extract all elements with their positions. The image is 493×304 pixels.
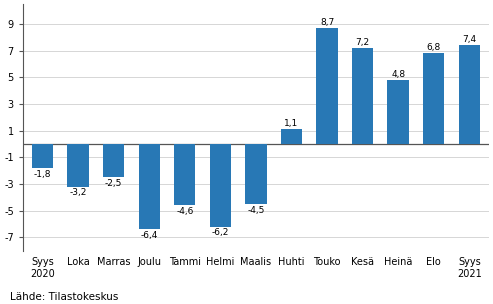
Text: 7,4: 7,4	[462, 35, 476, 44]
Text: 4,8: 4,8	[391, 70, 405, 78]
Bar	[245, 144, 267, 204]
Text: 1,1: 1,1	[284, 119, 299, 128]
Bar	[174, 144, 195, 206]
Bar	[458, 46, 480, 144]
Text: -4,6: -4,6	[176, 207, 193, 216]
Bar	[423, 54, 444, 144]
Bar	[139, 144, 160, 230]
Bar	[281, 130, 302, 144]
Bar	[387, 80, 409, 144]
Text: -3,2: -3,2	[70, 188, 87, 197]
Bar	[103, 144, 124, 178]
Text: 6,8: 6,8	[426, 43, 441, 52]
Bar	[317, 28, 338, 144]
Bar	[68, 144, 89, 187]
Text: 8,7: 8,7	[320, 18, 334, 26]
Bar	[32, 144, 53, 168]
Bar	[352, 48, 373, 144]
Text: -6,2: -6,2	[211, 228, 229, 237]
Text: -2,5: -2,5	[105, 179, 122, 188]
Text: -1,8: -1,8	[34, 170, 51, 179]
Text: -4,5: -4,5	[247, 206, 265, 215]
Text: Lähde: Tilastokeskus: Lähde: Tilastokeskus	[10, 292, 118, 302]
Bar	[210, 144, 231, 227]
Text: -6,4: -6,4	[141, 231, 158, 240]
Text: 7,2: 7,2	[355, 38, 370, 47]
